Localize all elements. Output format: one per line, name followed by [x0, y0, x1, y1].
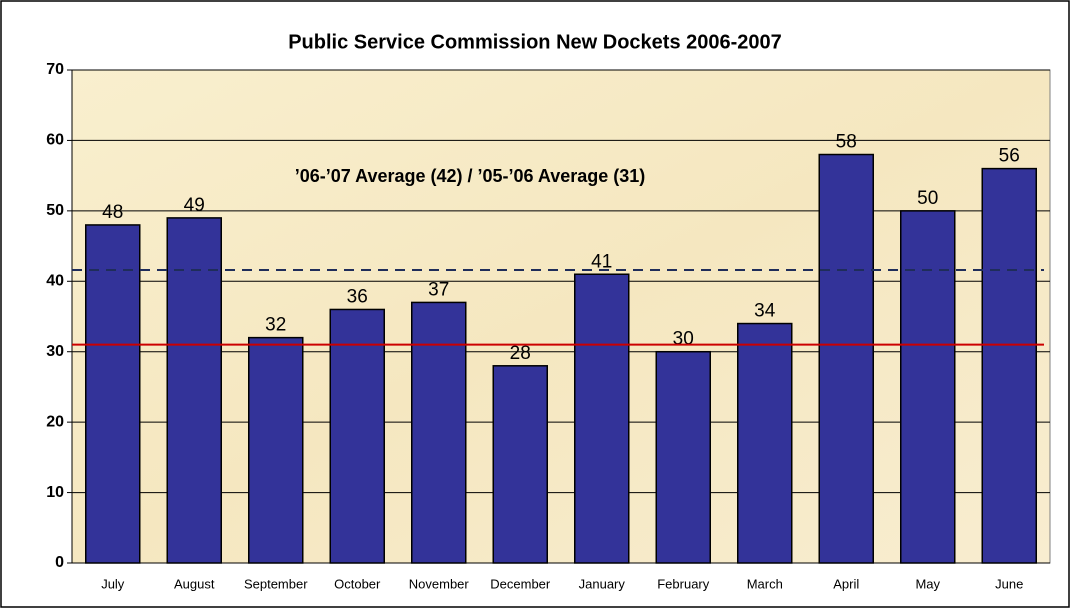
value-label: 58 — [836, 132, 857, 153]
bar — [737, 322, 793, 564]
x-tick-label: January — [579, 576, 626, 591]
bar — [166, 217, 222, 564]
x-tick-label: December — [490, 576, 551, 591]
x-tick-label: February — [657, 576, 710, 591]
chart-title: Public Service Commission New Dockets 20… — [288, 31, 782, 53]
value-label: 32 — [265, 315, 286, 336]
value-label: 28 — [510, 343, 531, 364]
annotation: ’06-’07 Average (42) / ’05-’06 Average (… — [295, 166, 646, 186]
value-label: 56 — [999, 146, 1020, 167]
x-tick-label: May — [915, 576, 940, 591]
y-tick-label: 50 — [46, 202, 64, 219]
x-tick-label: April — [833, 576, 859, 591]
bar — [655, 350, 711, 564]
plot-area — [71, 69, 1051, 564]
y-tick-label: 20 — [46, 413, 64, 430]
bar — [411, 301, 467, 564]
value-label: 30 — [673, 329, 694, 350]
bar — [574, 273, 630, 564]
value-label: 34 — [754, 301, 776, 322]
value-label: 41 — [591, 251, 612, 272]
value-label: 36 — [347, 286, 368, 307]
x-tick-label: September — [244, 576, 308, 591]
y-tick-label: 30 — [46, 343, 64, 360]
value-label: 48 — [102, 202, 123, 223]
x-tick-label: August — [174, 576, 215, 591]
y-tick-label: 40 — [46, 273, 64, 290]
value-label: 49 — [184, 195, 205, 216]
x-tick-label: October — [334, 576, 381, 591]
x-tick-label: November — [409, 576, 470, 591]
bar — [818, 153, 874, 564]
x-tick-label: June — [995, 576, 1023, 591]
x-tick-label: March — [747, 576, 783, 591]
bar — [900, 210, 956, 564]
y-tick-label: 60 — [46, 132, 64, 149]
x-tick-label: July — [101, 576, 125, 591]
value-label: 50 — [917, 188, 938, 209]
bar — [85, 224, 141, 564]
y-tick-label: 70 — [46, 61, 64, 78]
bar — [248, 336, 304, 564]
y-tick-label: 10 — [46, 484, 64, 501]
bar — [329, 308, 385, 564]
bar — [981, 167, 1037, 564]
y-tick-label: 0 — [55, 554, 64, 571]
value-label: 37 — [428, 279, 449, 300]
bar — [492, 365, 548, 564]
